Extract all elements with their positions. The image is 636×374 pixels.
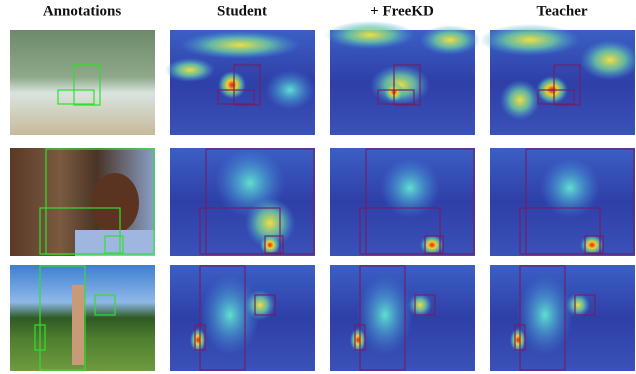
heat-blob (420, 25, 480, 55)
image-cell (480, 24, 636, 135)
heat-blob (510, 328, 526, 352)
heat-blob (540, 158, 600, 218)
image-cell (170, 148, 315, 256)
heat-blob (408, 293, 432, 317)
heat-blob (480, 24, 580, 56)
heat-blob (165, 58, 215, 82)
heat-blob (500, 80, 540, 120)
face (91, 173, 139, 233)
image-grid (10, 21, 636, 371)
heat-blob (325, 21, 415, 49)
column-header: Student (217, 3, 267, 19)
image-cell (490, 265, 635, 371)
heat-blob (218, 71, 246, 99)
heat-blob (265, 70, 315, 110)
person (72, 285, 84, 365)
image-cell (330, 148, 475, 256)
column-header: + FreeKD (370, 3, 434, 19)
image-cell (490, 148, 635, 256)
page: Annotations Student + FreeKD Teacher (()… (0, 0, 636, 374)
figure: Annotations Student + FreeKD Teacher (0, 0, 636, 374)
shirt (75, 230, 155, 256)
column-header: Annotations (43, 3, 122, 19)
image-cell (170, 265, 315, 371)
heat-blob (566, 293, 590, 317)
heat-blob (180, 31, 300, 59)
heat-blob (190, 328, 206, 352)
heat-blob (260, 235, 280, 255)
column-header: Teacher (536, 3, 587, 19)
heat-blob (350, 328, 366, 352)
photo (10, 30, 155, 135)
heat-blob (380, 158, 440, 218)
image-cell (10, 30, 155, 135)
image-cell (165, 30, 315, 135)
image-cell (330, 265, 475, 371)
image-cell (325, 21, 480, 135)
image-cell (10, 265, 155, 371)
image-cell (10, 148, 155, 256)
